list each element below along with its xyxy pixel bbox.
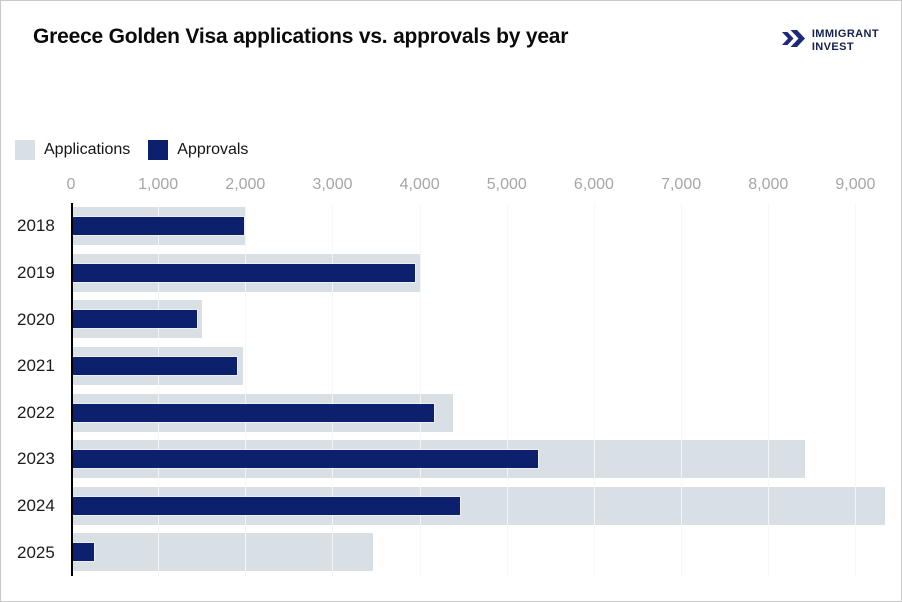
x-tick-label: 1,000 [138,176,179,193]
gridline-overlay [506,203,508,576]
gridline-overlay [158,203,160,576]
x-tick-label: 4,000 [399,176,440,193]
year-label: 2020 [17,309,55,329]
year-label: 2018 [17,216,55,236]
x-tick-label: 6,000 [573,176,614,193]
x-tick-label: 7,000 [661,176,702,193]
legend-item-applications: Applications [15,140,130,160]
page-title: Greece Golden Visa applications vs. appr… [33,25,569,48]
legend-item-approvals: Approvals [148,140,248,160]
bar-approvals-2024 [71,496,460,515]
gridline-overlay [855,203,857,576]
plot-area: 2018 2019 2020 2021 2022 2023 2024 2025 [17,203,899,576]
bar-approvals-2025 [71,543,94,562]
x-tick-label: 2,000 [225,176,266,193]
bar-approvals-2022 [71,403,435,422]
year-label: 2025 [17,542,55,562]
x-tick-label: 8,000 [748,176,789,193]
year-label: 2021 [17,356,55,376]
gridline-overlay [419,203,421,576]
chart-row-2024: 2024 [17,483,899,530]
bar-chart: 0 1,000 2,000 3,000 4,000 5,000 6,000 7,000 8,00… [17,176,899,576]
gridline-overlay [245,203,247,576]
bar-approvals-2020 [71,310,198,329]
bar-approvals-2021 [71,356,238,375]
year-label: 2019 [17,262,55,282]
x-tick-label: 0 [66,176,76,193]
x-axis-ticks: 0 1,000 2,000 3,000 4,000 5,000 6,000 7,000 8,00… [67,176,899,196]
legend-label: Applications [44,141,131,158]
immigrant-invest-logo: IMMIGRANT INVEST [781,25,879,54]
year-label: 2023 [17,449,55,469]
bar-applications-2025 [71,533,373,572]
logo-line-1: IMMIGRANT [811,28,879,40]
chart-row-2023: 2023 [17,436,899,483]
chart-row-2025: 2025 [17,529,899,576]
applications-swatch [15,140,35,160]
logo-line-2: INVEST [811,41,854,54]
chart-legend: Applications Approvals [15,140,248,160]
year-label: 2022 [17,402,55,422]
chart-row-2021: 2021 [17,343,899,390]
x-tick-label: 3,000 [312,176,353,193]
logo-text: IMMIGRANT INVEST [812,28,879,54]
header: Greece Golden Visa applications vs. appr… [33,25,879,54]
gridline-overlay [768,203,770,576]
chart-row-2019: 2019 [17,250,899,297]
x-tick-label: 9,000 [835,176,876,193]
x-tick-label: 5,000 [486,176,527,193]
double-chevron-icon [781,28,806,49]
chart-row-2020: 2020 [17,296,899,343]
year-label: 2024 [17,496,55,516]
gridline-overlay [593,203,595,576]
bar-approvals-2019 [71,263,416,282]
legend-label: Approvals [177,141,249,158]
gridline-overlay [681,203,683,576]
gridline-overlay [332,203,334,576]
bar-approvals-2018 [71,217,244,235]
chart-row-2022: 2022 [17,390,899,437]
bar-approvals-2023 [71,450,539,469]
approvals-swatch [148,140,169,160]
chart-row-2018: 2018 [17,203,899,250]
y-axis-line [71,203,73,576]
